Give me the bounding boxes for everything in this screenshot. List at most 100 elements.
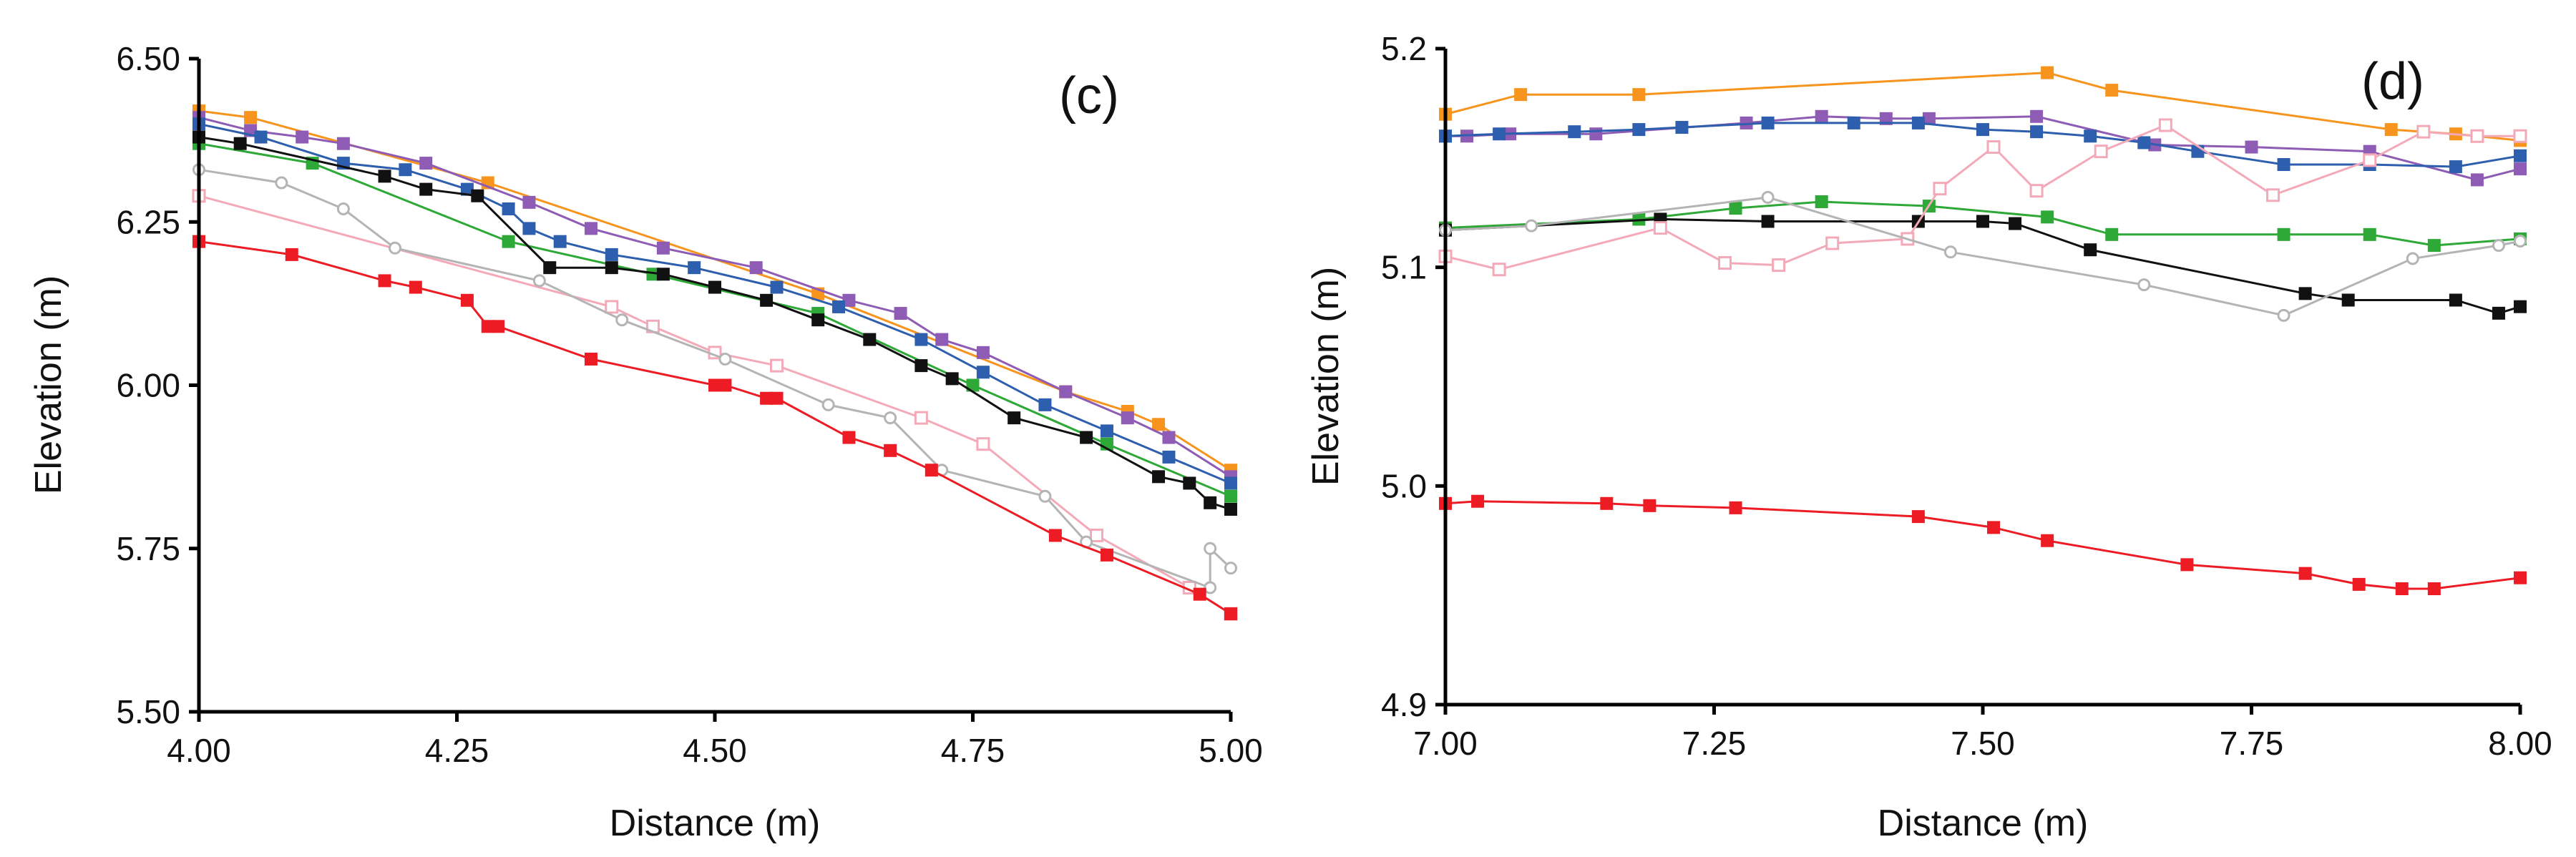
data-point-red-d	[1471, 494, 1485, 508]
series-blue-d	[1439, 116, 2527, 174]
data-point-blue-d	[1493, 127, 1506, 141]
chart-panel-d: 7.00 7.25 7.50 7.75 8.00 4.9 5.0 5.1 5.2 Distanc…	[1305, 30, 2552, 844]
data-point-red-c	[481, 320, 494, 333]
data-point-green-d	[1632, 212, 1646, 226]
data-point-gray-c	[1204, 581, 1217, 594]
data-point-purple-c	[1059, 385, 1073, 398]
data-point-purple-c	[976, 346, 990, 359]
data-point-red-d	[2352, 577, 2366, 591]
data-point-gray-c	[615, 313, 629, 327]
data-point-black-c	[708, 280, 721, 294]
data-point-blue-c	[1100, 424, 1113, 438]
data-point-gray-c	[718, 352, 732, 366]
data-point-black-c	[471, 189, 484, 202]
data-point-gray-c	[532, 274, 546, 288]
data-point-gray-c	[884, 411, 897, 425]
data-point-pink-d	[2416, 124, 2431, 139]
data-point-purple-d	[1922, 112, 1936, 125]
data-point-gray-c	[275, 176, 288, 190]
data-point-green-c	[646, 268, 660, 281]
data-point-pink-d	[1772, 258, 1786, 273]
data-point-black-d	[2514, 300, 2527, 313]
data-point-orange-d	[1514, 88, 1528, 102]
series-layer-c	[192, 104, 1238, 621]
data-point-red-c	[708, 378, 721, 392]
data-point-pink-d	[1653, 221, 1667, 235]
data-point-red-c	[584, 352, 597, 366]
series-line-red-c	[198, 240, 1231, 615]
data-point-black-c	[656, 268, 670, 281]
data-point-green-d	[2363, 227, 2376, 241]
data-point-gray-c	[336, 202, 350, 215]
data-point-gray-d	[2137, 278, 2151, 292]
data-point-blue-d	[1911, 116, 1925, 129]
data-point-black-c	[863, 333, 877, 346]
data-point-red-c	[1100, 548, 1113, 562]
x-tick-label-d: 8.00	[2488, 725, 2552, 762]
data-point-blue-c	[460, 182, 474, 196]
data-point-blue-c	[502, 202, 515, 215]
data-point-red-c	[492, 320, 505, 333]
ticks-layer-c: 4.00 4.25 4.50 4.75 5.00 5.50 5.75 6.00 6.25 6.50	[116, 40, 1262, 769]
data-point-red-d	[2180, 558, 2194, 572]
y-tick-label-c: 5.50	[116, 693, 180, 730]
data-point-black-c	[233, 137, 247, 150]
data-point-gray-d	[1525, 219, 1538, 232]
data-point-pink-d	[2158, 118, 2172, 132]
series-black-d	[1439, 212, 2527, 320]
data-point-pink-d	[2266, 188, 2280, 202]
y-tick-label-c: 6.25	[116, 203, 180, 240]
data-point-blue-c	[1224, 476, 1237, 490]
data-point-black-c	[1183, 476, 1196, 490]
data-point-blue-d	[2030, 125, 2044, 139]
panel-label-c: (c)	[1059, 67, 1119, 124]
data-point-red-d	[2298, 567, 2312, 580]
data-point-gray-c	[821, 398, 835, 411]
data-point-orange-c	[244, 111, 258, 124]
x-tick-label-c: 4.50	[683, 732, 747, 769]
data-point-black-c	[605, 261, 618, 275]
series-gray-d	[1439, 190, 2527, 322]
data-point-red-c	[460, 293, 474, 307]
x-axis-title-d: Distance (m)	[1878, 803, 2089, 844]
data-point-green-d	[2277, 227, 2290, 241]
series-layer-d	[1438, 66, 2527, 595]
series-line-gray-c	[198, 168, 1232, 589]
data-point-blue-c	[399, 163, 412, 177]
ticks-layer-d: 7.00 7.25 7.50 7.75 8.00 4.9 5.0 5.1 5.2	[1381, 30, 2552, 762]
series-black-c	[192, 130, 1237, 516]
data-point-gray-d	[2406, 252, 2419, 265]
series-line-black-d	[1445, 217, 2521, 315]
data-point-black-d	[2009, 217, 2022, 230]
data-point-black-c	[378, 170, 391, 183]
data-point-purple-c	[894, 307, 907, 320]
data-point-purple-c	[1162, 431, 1176, 444]
data-point-purple-c	[749, 261, 763, 275]
data-point-purple-c	[296, 130, 309, 144]
data-point-purple-c	[842, 293, 856, 307]
data-point-black-c	[914, 359, 928, 373]
data-point-red-d	[2427, 582, 2441, 595]
data-point-pink-c	[770, 358, 784, 373]
data-point-blue-d	[2084, 129, 2097, 143]
data-point-black-c	[419, 182, 433, 196]
data-point-blue-c	[522, 222, 536, 235]
data-point-green-d	[1815, 195, 1828, 208]
data-point-red-c	[718, 378, 732, 392]
data-point-pink-d	[1986, 140, 2001, 155]
data-point-blue-c	[688, 261, 701, 275]
data-point-purple-c	[1121, 411, 1134, 425]
data-point-purple-c	[522, 195, 536, 209]
data-point-blue-c	[770, 280, 784, 294]
panel-label-d: (d)	[2361, 53, 2424, 110]
series-line-green-c	[198, 142, 1231, 498]
series-line-pink-d	[1445, 124, 2520, 271]
series-red-d	[1439, 494, 2527, 595]
data-point-black-d	[2449, 293, 2462, 307]
data-point-pink-c	[1090, 528, 1104, 542]
x-tick-label-d: 7.00	[1413, 725, 1478, 762]
y-tick-label-d: 4.9	[1381, 686, 1427, 723]
series-red-c	[192, 235, 1237, 621]
data-point-black-d	[1976, 215, 1989, 228]
